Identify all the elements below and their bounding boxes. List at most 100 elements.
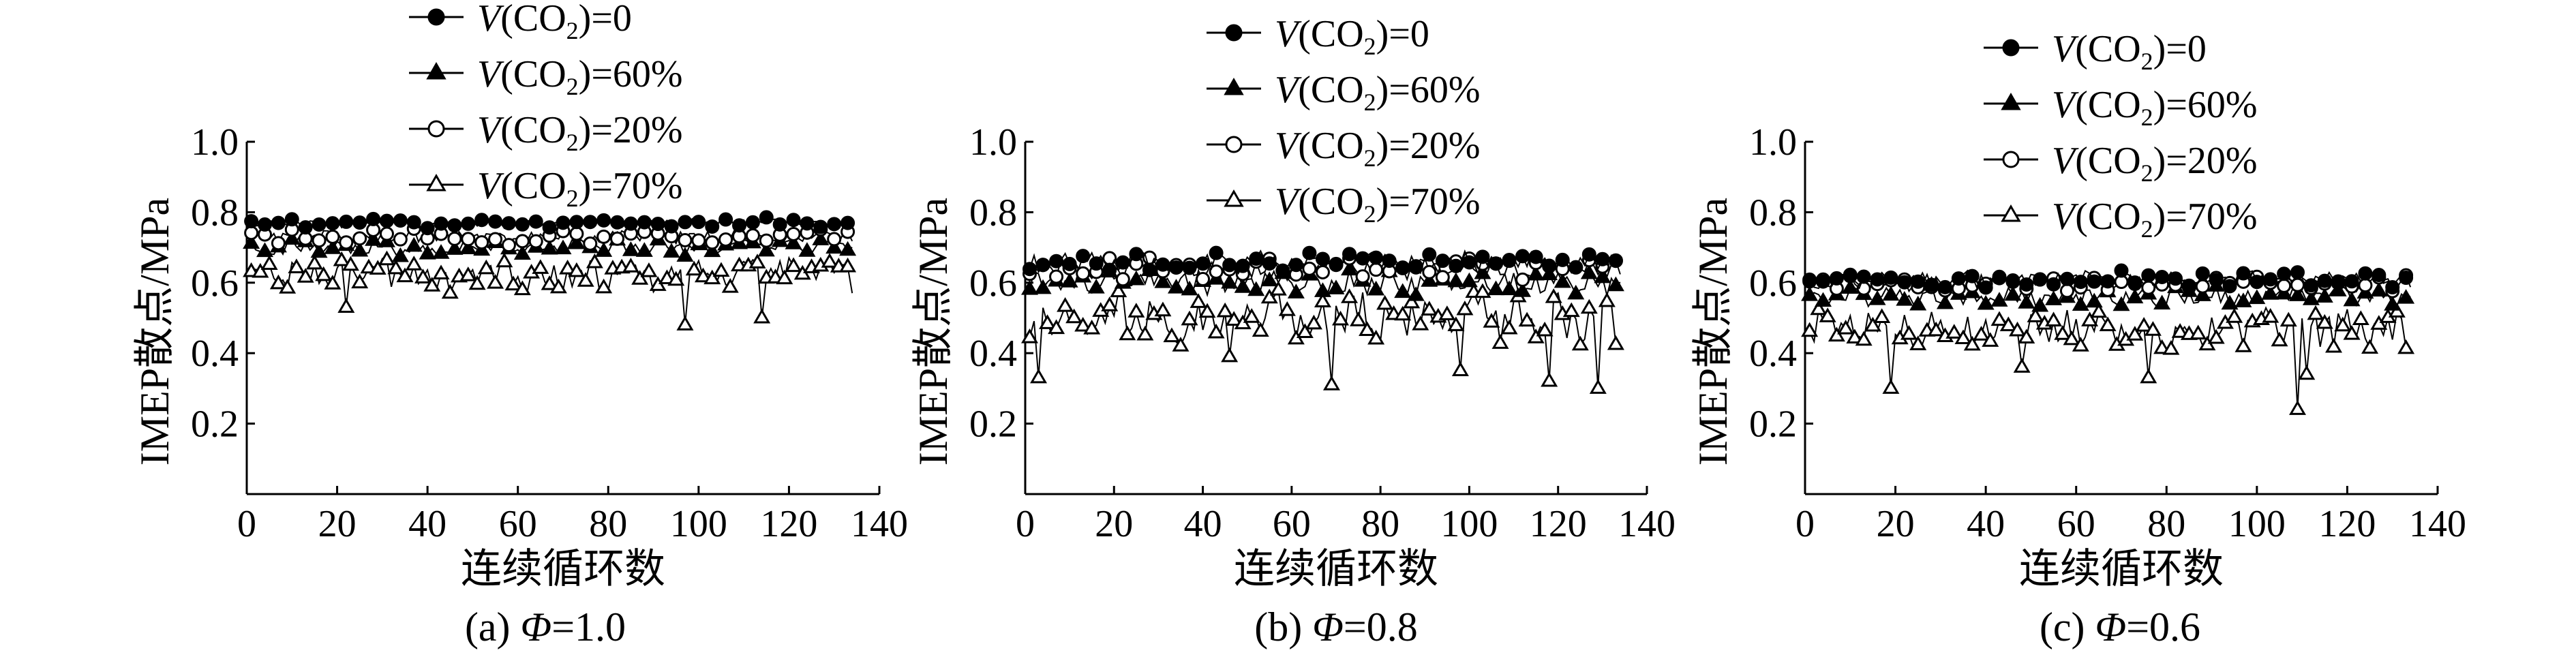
data-point	[369, 260, 387, 275]
data-point	[2277, 266, 2292, 281]
data-point	[515, 234, 530, 249]
data-point	[1196, 256, 1211, 271]
data-point	[1900, 325, 1918, 340]
data-point	[1369, 262, 1384, 277]
data-point	[1945, 324, 1963, 339]
data-point	[2234, 292, 2252, 307]
data-point	[366, 211, 381, 226]
data-point	[759, 210, 774, 225]
data-point	[1911, 274, 1926, 289]
data-point	[423, 277, 441, 292]
data-point	[379, 213, 394, 228]
data-point	[1815, 292, 1832, 307]
data-point	[1315, 251, 1330, 266]
data-point	[446, 240, 464, 255]
data-point	[637, 215, 652, 230]
data-point	[1883, 270, 1898, 285]
data-point	[1837, 320, 1855, 335]
legend-marker-co2_20	[2002, 151, 2020, 168]
data-point	[1514, 282, 1532, 297]
legend-label-co2_70: V(CO2)=70%	[1275, 181, 1481, 228]
data-point	[1260, 271, 1278, 287]
data-point	[840, 215, 855, 230]
legend-label-co2_60: V(CO2)=60%	[477, 53, 683, 100]
data-point	[419, 244, 436, 260]
legend-label-co2_0: V(CO2)=0	[1275, 13, 1429, 60]
data-point	[1234, 278, 1252, 293]
data-point	[441, 283, 459, 299]
data-point	[798, 242, 816, 257]
data-point	[2114, 263, 2129, 278]
y-tick-label: 1.0	[1749, 121, 1797, 164]
data-point	[1447, 272, 1465, 288]
data-point	[825, 239, 843, 254]
data-point	[1221, 347, 1239, 363]
data-point	[569, 226, 584, 241]
data-point	[1115, 272, 1130, 287]
data-point	[1999, 316, 2017, 331]
data-point	[1182, 260, 1197, 275]
data-point	[1262, 256, 1277, 271]
data-point	[1181, 280, 1198, 296]
data-point	[1868, 290, 1886, 305]
data-point	[2343, 291, 2361, 307]
data-point	[610, 215, 625, 230]
y-axis-title: IMEP散点/MPa	[1691, 198, 1736, 465]
data-point	[1394, 283, 1412, 298]
y-tick-label: 0.4	[191, 333, 239, 375]
data-point	[513, 280, 531, 296]
legend-label-co2_70: V(CO2)=70%	[2052, 196, 2258, 243]
data-point	[271, 215, 286, 230]
x-tick-label: 40	[1967, 503, 2005, 545]
data-point	[759, 233, 774, 248]
y-tick-label: 1.0	[191, 121, 239, 164]
plot-area	[243, 210, 857, 331]
data-point	[1502, 252, 1517, 267]
data-point	[501, 216, 516, 231]
data-point	[352, 215, 367, 230]
data-point	[1447, 316, 1465, 331]
data-point	[2307, 305, 2324, 320]
legend-label-co2_20: V(CO2)=20%	[477, 109, 683, 156]
data-point	[1035, 258, 1050, 273]
x-tick-label: 100	[2228, 503, 2286, 545]
data-point	[459, 266, 477, 281]
data-point	[622, 241, 639, 256]
data-point	[2162, 339, 2180, 355]
data-point	[2236, 266, 2251, 281]
legend-label-co2_0: V(CO2)=0	[2052, 28, 2207, 75]
data-point	[2046, 277, 2061, 292]
data-point	[827, 217, 842, 232]
data-point	[1828, 326, 1845, 342]
data-point	[2370, 281, 2388, 297]
data-point	[1527, 328, 1545, 343]
data-point	[1594, 268, 1611, 283]
data-point	[839, 257, 857, 273]
data-point	[568, 262, 586, 277]
data-point	[1475, 249, 1490, 264]
x-tick-label: 0	[1016, 503, 1035, 545]
data-point	[2195, 266, 2210, 281]
y-tick-label: 0.4	[1749, 333, 1797, 375]
data-point	[2289, 286, 2307, 301]
data-point	[379, 226, 394, 241]
data-point	[1076, 249, 1091, 264]
series-markers-co2_0	[1022, 245, 1623, 278]
data-point	[663, 243, 680, 258]
x-tick-label: 20	[318, 503, 357, 545]
data-point	[532, 259, 549, 274]
data-point	[703, 242, 721, 258]
data-point	[1074, 316, 1092, 332]
data-point	[1382, 254, 1397, 269]
data-point	[2361, 339, 2379, 354]
data-point	[1167, 279, 1185, 294]
data-point	[812, 230, 830, 245]
data-point	[1350, 311, 1367, 326]
y-tick-label: 0.8	[1749, 191, 1797, 234]
data-point	[2344, 274, 2359, 289]
data-point	[496, 252, 513, 268]
data-point	[393, 232, 408, 247]
data-point	[1198, 303, 1216, 318]
data-point	[568, 234, 586, 249]
